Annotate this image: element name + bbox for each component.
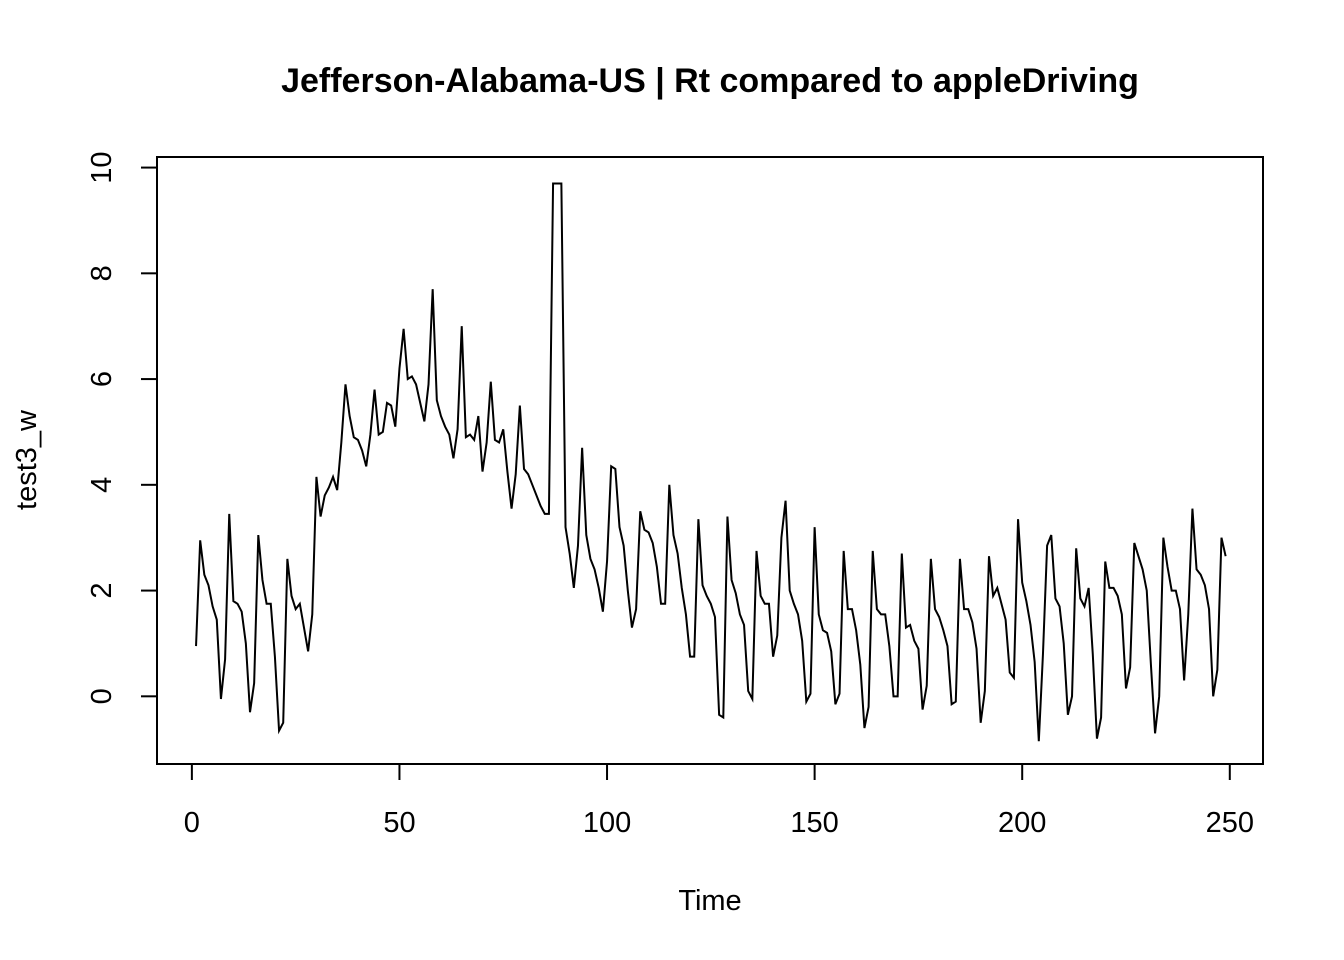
x-tick-label: 50: [383, 807, 415, 839]
x-tick-label: 0: [184, 807, 200, 839]
y-tick-label: 0: [86, 688, 118, 704]
plot-frame: [156, 156, 1264, 765]
x-axis-label: Time: [678, 885, 741, 917]
x-tick-label: 100: [583, 807, 631, 839]
y-axis: 0 2 4 6 8 10: [86, 151, 158, 704]
y-axis-label: test3_w: [11, 409, 43, 510]
x-axis: 0 50 100 150 200 250: [184, 763, 1254, 839]
y-tick-label: 10: [86, 151, 118, 183]
x-tick-label: 250: [1206, 807, 1254, 839]
y-tick-label: 2: [86, 583, 118, 599]
chart-title: Jefferson-Alabama-US | Rt compared to ap…: [281, 62, 1139, 100]
x-tick-label: 150: [790, 807, 838, 839]
y-tick-label: 4: [86, 477, 118, 493]
y-tick-label: 6: [86, 371, 118, 387]
x-tick-label: 200: [998, 807, 1046, 839]
series-line: [195, 182, 1227, 742]
y-tick-label: 8: [86, 265, 118, 281]
